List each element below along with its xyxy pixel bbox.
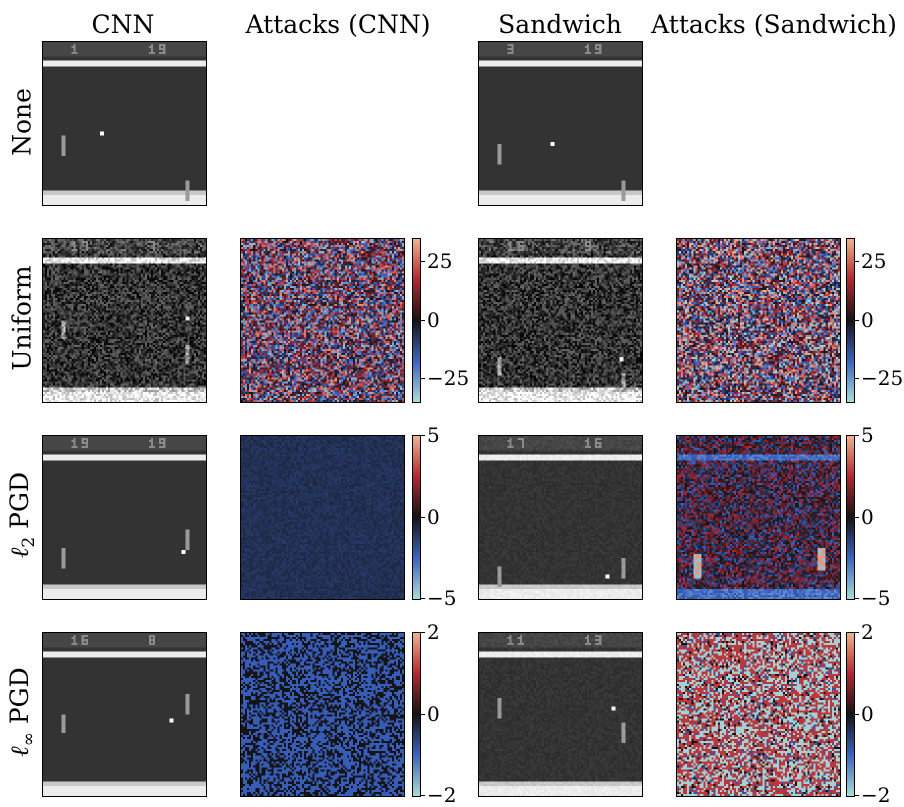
cnn-colorbar [412,632,421,797]
colorbar-tick-label: −2 [427,783,457,807]
cnn-game-frame [42,435,207,600]
cnn-attack-heatmap [240,632,405,797]
colorbar-tick-label: −25 [427,365,470,390]
sandwich-game-frame-canvas [479,42,642,205]
sandwich-attack-heatmap-canvas [677,633,840,796]
column-title-cnn: CNN [91,10,155,39]
colorbar-tick-label: 5 [427,423,440,447]
row-label-linf-pgd: ℓ∞ PGD [5,667,39,756]
pgd-text: PGD [5,471,34,537]
colorbar-tick-label: −2 [861,783,891,807]
colorbar-tick [420,377,425,379]
ell-subscript: ∞ [19,732,39,747]
colorbar-tick [420,632,425,633]
cnn-game-frame-canvas [43,436,206,599]
cnn-attack-heatmap-canvas [241,436,404,599]
sandwich-attack-heatmap [676,238,841,403]
colorbar-tick-label: 0 [861,701,874,726]
cnn-game-frame [42,238,207,403]
sandwich-game-frame-canvas [479,239,642,402]
ell-subscript: 2 [19,536,39,548]
colorbar-tick [854,713,859,715]
colorbar-tick-label: −25 [861,365,904,390]
sandwich-game-frame [478,435,643,600]
colorbar-tick-label: 0 [427,701,440,726]
cnn-attack-heatmap-canvas [241,633,404,796]
cnn-colorbar [412,435,421,600]
sandwich-game-frame [478,238,643,403]
colorbar-tick [854,435,859,436]
row-label-l2-pgd: ℓ2 PGD [5,472,39,558]
cnn-game-frame [42,632,207,797]
colorbar-tick [854,516,859,518]
colorbar-tick [854,261,859,263]
colorbar-tick-label: 2 [427,620,440,644]
sandwich-game-frame-canvas [479,436,642,599]
colorbar-tick-label: 2 [861,620,874,644]
colorbar-tick [420,598,425,599]
sandwich-attack-heatmap [676,435,841,600]
sandwich-game-frame-canvas [479,633,642,796]
colorbar-tick-label: 0 [427,307,440,332]
column-title-attacks-sandwich: Attacks (Sandwich) [651,10,897,39]
cnn-attack-heatmap-canvas [241,239,404,402]
cnn-attack-heatmap [240,435,405,600]
sandwich-colorbar [846,632,855,797]
column-title-sandwich: Sandwich [498,10,622,39]
colorbar-tick-label: −5 [427,586,457,610]
colorbar-tick-label: 0 [427,504,440,529]
colorbar-tick [420,435,425,436]
cnn-game-frame-canvas [43,239,206,402]
colorbar-tick [420,319,425,321]
colorbar-tick [854,319,859,321]
cnn-game-frame-canvas [43,42,206,205]
cnn-game-frame [42,41,207,206]
colorbar-tick [420,261,425,263]
sandwich-colorbar [846,435,855,600]
cnn-colorbar [412,238,421,403]
sandwich-game-frame [478,632,643,797]
colorbar-tick-label: 25 [427,249,453,274]
colorbar-tick [854,632,859,633]
colorbar-tick-label: 0 [861,307,874,332]
colorbar-tick [854,377,859,379]
colorbar-tick-label: 25 [861,249,887,274]
row-label-uniform: Uniform [7,265,37,371]
ell-symbol: ℓ [5,746,34,757]
ell-symbol: ℓ [5,547,34,559]
colorbar-tick-label: −5 [861,586,891,610]
sandwich-attack-heatmap-canvas [677,239,840,402]
cnn-attack-heatmap [240,238,405,403]
row-label-none: None [7,88,37,156]
sandwich-attack-heatmap [676,632,841,797]
colorbar-tick-label: 0 [861,504,874,529]
sandwich-attack-heatmap-canvas [677,436,840,599]
column-title-attacks-cnn: Attacks (CNN) [245,10,431,39]
colorbar-tick [420,713,425,715]
sandwich-game-frame [478,41,643,206]
cnn-game-frame-canvas [43,633,206,796]
sandwich-colorbar [846,238,855,403]
colorbar-tick-label: 5 [861,423,874,447]
colorbar-tick [854,598,859,599]
colorbar-tick [420,516,425,518]
pgd-text: PGD [5,667,34,733]
